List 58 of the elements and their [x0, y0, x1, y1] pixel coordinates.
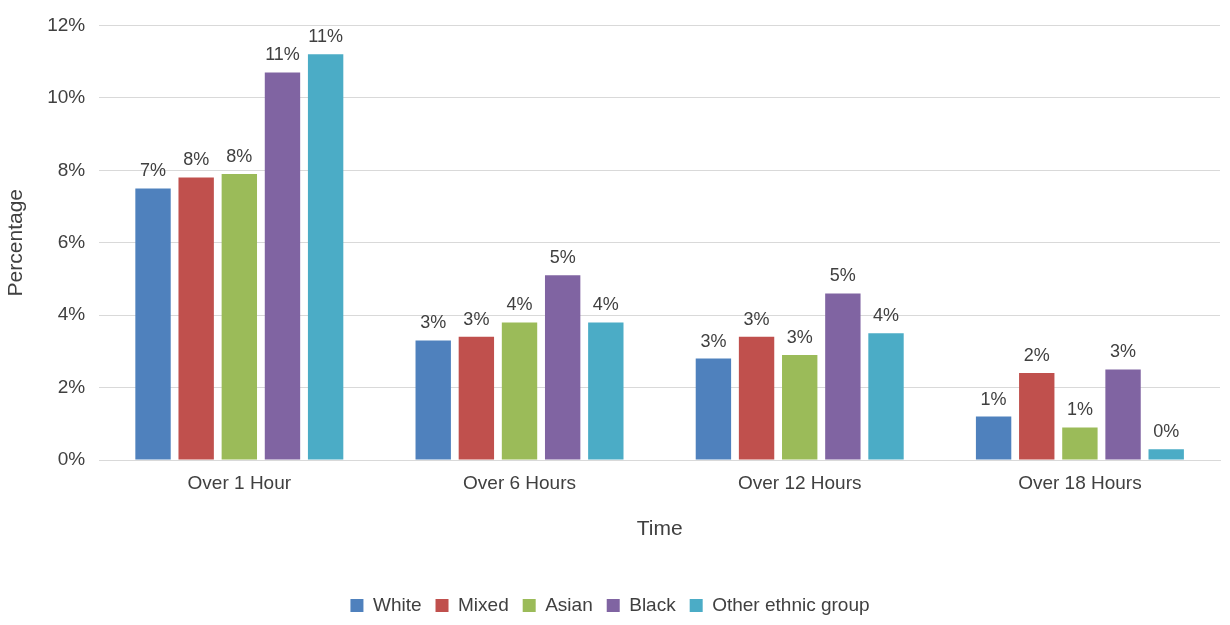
bar [135, 188, 171, 460]
bar [264, 72, 301, 460]
x-axis-title: Time [636, 516, 683, 540]
data-label: 5% [549, 247, 576, 268]
data-label: 0% [1153, 421, 1180, 442]
x-tick-label: Over 1 Hour [187, 471, 292, 493]
bar [975, 416, 1012, 460]
y-tick-label: 8% [57, 158, 86, 180]
data-label: 11% [265, 44, 300, 65]
data-label: 8% [183, 149, 210, 170]
data-label: 11% [308, 26, 343, 47]
bar [1148, 449, 1184, 460]
data-label: 3% [743, 308, 770, 329]
y-tick-label: 0% [57, 448, 86, 470]
data-label: 3% [700, 330, 727, 351]
legend-label: White [372, 593, 422, 615]
y-tick-label: 6% [57, 230, 86, 252]
bar [178, 177, 214, 460]
data-label: 3% [420, 312, 447, 333]
bar [415, 340, 451, 460]
legend-label: Asian [545, 593, 593, 615]
y-tick-label: 2% [57, 375, 86, 397]
x-tick-label: Over 6 Hours [463, 471, 577, 493]
x-tick-label: Over 12 Hours [737, 471, 862, 493]
bar [307, 54, 344, 460]
data-label: 3% [463, 308, 490, 329]
data-label: 5% [829, 265, 856, 286]
data-label: 8% [226, 145, 253, 166]
bar [544, 275, 581, 460]
bar [221, 173, 258, 460]
data-label: 2% [1023, 345, 1050, 366]
bar [825, 293, 861, 460]
data-label: 4% [506, 294, 533, 315]
bar [782, 354, 818, 460]
y-axis-title: Percentage [3, 188, 27, 297]
y-tick-label: 12% [47, 13, 86, 35]
data-label: 1% [1066, 399, 1093, 420]
data-label: 3% [786, 326, 813, 347]
bar [695, 358, 732, 460]
bar [1019, 373, 1055, 460]
y-tick-label: 4% [57, 303, 86, 325]
bar [1062, 427, 1098, 460]
bar [868, 333, 904, 460]
bar [458, 336, 495, 460]
data-label: 4% [873, 305, 900, 326]
legend-label: Other ethnic group [712, 593, 870, 615]
bar [501, 322, 538, 460]
bar [588, 322, 624, 460]
data-label: 4% [592, 294, 619, 315]
data-label: 1% [980, 388, 1007, 409]
y-tick-label: 10% [47, 86, 86, 108]
legend-label: Black [629, 593, 677, 615]
bar [738, 336, 775, 460]
x-tick-label: Over 18 Hours [1018, 471, 1142, 493]
legend-label: Mixed [458, 593, 509, 615]
bar [1105, 369, 1141, 460]
data-label: 3% [1110, 341, 1137, 362]
data-label: 7% [140, 160, 167, 181]
